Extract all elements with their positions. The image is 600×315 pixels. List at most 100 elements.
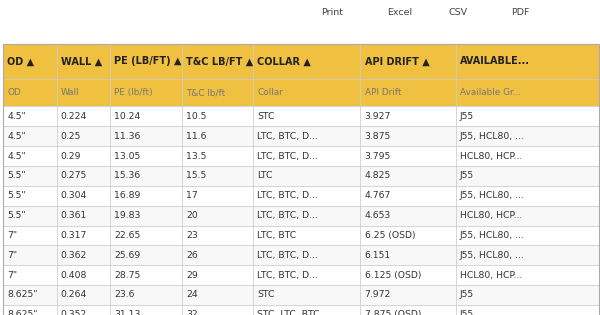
Text: 29: 29 (186, 271, 197, 280)
Bar (361, 265, 456, 285)
Bar (3, 305, 56, 315)
Text: 5.5": 5.5" (7, 211, 26, 220)
Bar (361, 245, 456, 265)
Text: HCL80, HCP...: HCL80, HCP... (460, 152, 522, 161)
Bar (110, 245, 182, 265)
Text: 20: 20 (186, 211, 197, 220)
Text: J55, HCL80, ...: J55, HCL80, ... (460, 132, 525, 141)
Text: J55: J55 (460, 112, 474, 121)
Text: 16.89: 16.89 (115, 191, 141, 200)
Bar (56, 106, 110, 126)
Bar (56, 305, 110, 315)
Text: API DRIFT ▲: API DRIFT ▲ (365, 56, 430, 66)
Bar (456, 206, 599, 226)
Bar (182, 245, 253, 265)
Text: 4.5": 4.5" (7, 112, 26, 121)
Bar (253, 186, 361, 206)
Text: COLLAR ▲: COLLAR ▲ (257, 56, 311, 66)
Bar (361, 166, 456, 186)
Bar (182, 79, 253, 106)
Text: 0.362: 0.362 (61, 251, 87, 260)
Bar (182, 44, 253, 79)
Text: 6.25 (OSD): 6.25 (OSD) (365, 231, 415, 240)
Bar (361, 226, 456, 245)
Bar (361, 126, 456, 146)
Bar (3, 44, 599, 315)
Bar (3, 106, 56, 126)
Bar (456, 146, 599, 166)
Text: 8.625": 8.625" (7, 290, 38, 300)
Bar (3, 44, 56, 79)
Bar (110, 79, 182, 106)
Bar (361, 106, 456, 126)
Bar (56, 44, 110, 79)
Text: HCL80, HCP...: HCL80, HCP... (460, 271, 522, 280)
Text: OD: OD (7, 88, 21, 97)
Text: T&C lb/ft: T&C lb/ft (186, 88, 225, 97)
Bar (456, 265, 599, 285)
Bar (110, 44, 182, 79)
Text: 23.6: 23.6 (115, 290, 135, 300)
Text: 0.361: 0.361 (61, 211, 87, 220)
Bar (456, 79, 599, 106)
Text: J55, HCL80, ...: J55, HCL80, ... (460, 231, 525, 240)
Text: LTC, BTC, D...: LTC, BTC, D... (257, 211, 318, 220)
Text: 3.875: 3.875 (365, 132, 391, 141)
Text: 8.625": 8.625" (7, 310, 38, 315)
Bar (253, 106, 361, 126)
Text: 3.927: 3.927 (365, 112, 391, 121)
Text: PE (lb/ft): PE (lb/ft) (115, 88, 153, 97)
Bar (253, 206, 361, 226)
Bar (456, 166, 599, 186)
Text: LTC: LTC (257, 171, 273, 180)
Bar (182, 106, 253, 126)
Bar (361, 186, 456, 206)
Bar (253, 79, 361, 106)
Text: 4.825: 4.825 (365, 171, 391, 180)
Text: J55: J55 (460, 310, 474, 315)
Text: 0.29: 0.29 (61, 152, 82, 161)
Bar (110, 305, 182, 315)
Bar (110, 146, 182, 166)
Bar (3, 265, 56, 285)
Text: 17: 17 (186, 191, 197, 200)
Bar (182, 126, 253, 146)
Bar (182, 146, 253, 166)
Text: 7.972: 7.972 (365, 290, 391, 300)
Text: Wall: Wall (61, 88, 79, 97)
Text: 13.5: 13.5 (186, 152, 206, 161)
Text: 5.5": 5.5" (7, 171, 26, 180)
Bar (3, 245, 56, 265)
Bar (110, 126, 182, 146)
Bar (3, 79, 56, 106)
Bar (361, 44, 456, 79)
Text: API Drift: API Drift (365, 88, 401, 97)
Text: HCL80, HCP...: HCL80, HCP... (460, 211, 522, 220)
Text: 7.875 (OSD): 7.875 (OSD) (365, 310, 421, 315)
Text: 26: 26 (186, 251, 197, 260)
Text: 32: 32 (186, 310, 197, 315)
Bar (456, 245, 599, 265)
Text: 10.5: 10.5 (186, 112, 206, 121)
Bar (3, 146, 56, 166)
Text: 7": 7" (7, 251, 17, 260)
Bar (456, 44, 599, 79)
Bar (182, 285, 253, 305)
Bar (253, 146, 361, 166)
Text: STC, LTC, BTC: STC, LTC, BTC (257, 310, 320, 315)
Text: WALL ▲: WALL ▲ (61, 56, 102, 66)
Text: 4.653: 4.653 (365, 211, 391, 220)
Bar (56, 186, 110, 206)
Bar (456, 285, 599, 305)
Text: Print: Print (321, 8, 343, 17)
Text: J55, HCL80, ...: J55, HCL80, ... (460, 251, 525, 260)
Bar (3, 186, 56, 206)
Bar (253, 265, 361, 285)
Bar (56, 206, 110, 226)
Bar (56, 146, 110, 166)
Bar (110, 106, 182, 126)
Text: 7": 7" (7, 231, 17, 240)
Text: 0.317: 0.317 (61, 231, 87, 240)
Text: AVAILABLE...: AVAILABLE... (460, 56, 530, 66)
Bar (110, 265, 182, 285)
